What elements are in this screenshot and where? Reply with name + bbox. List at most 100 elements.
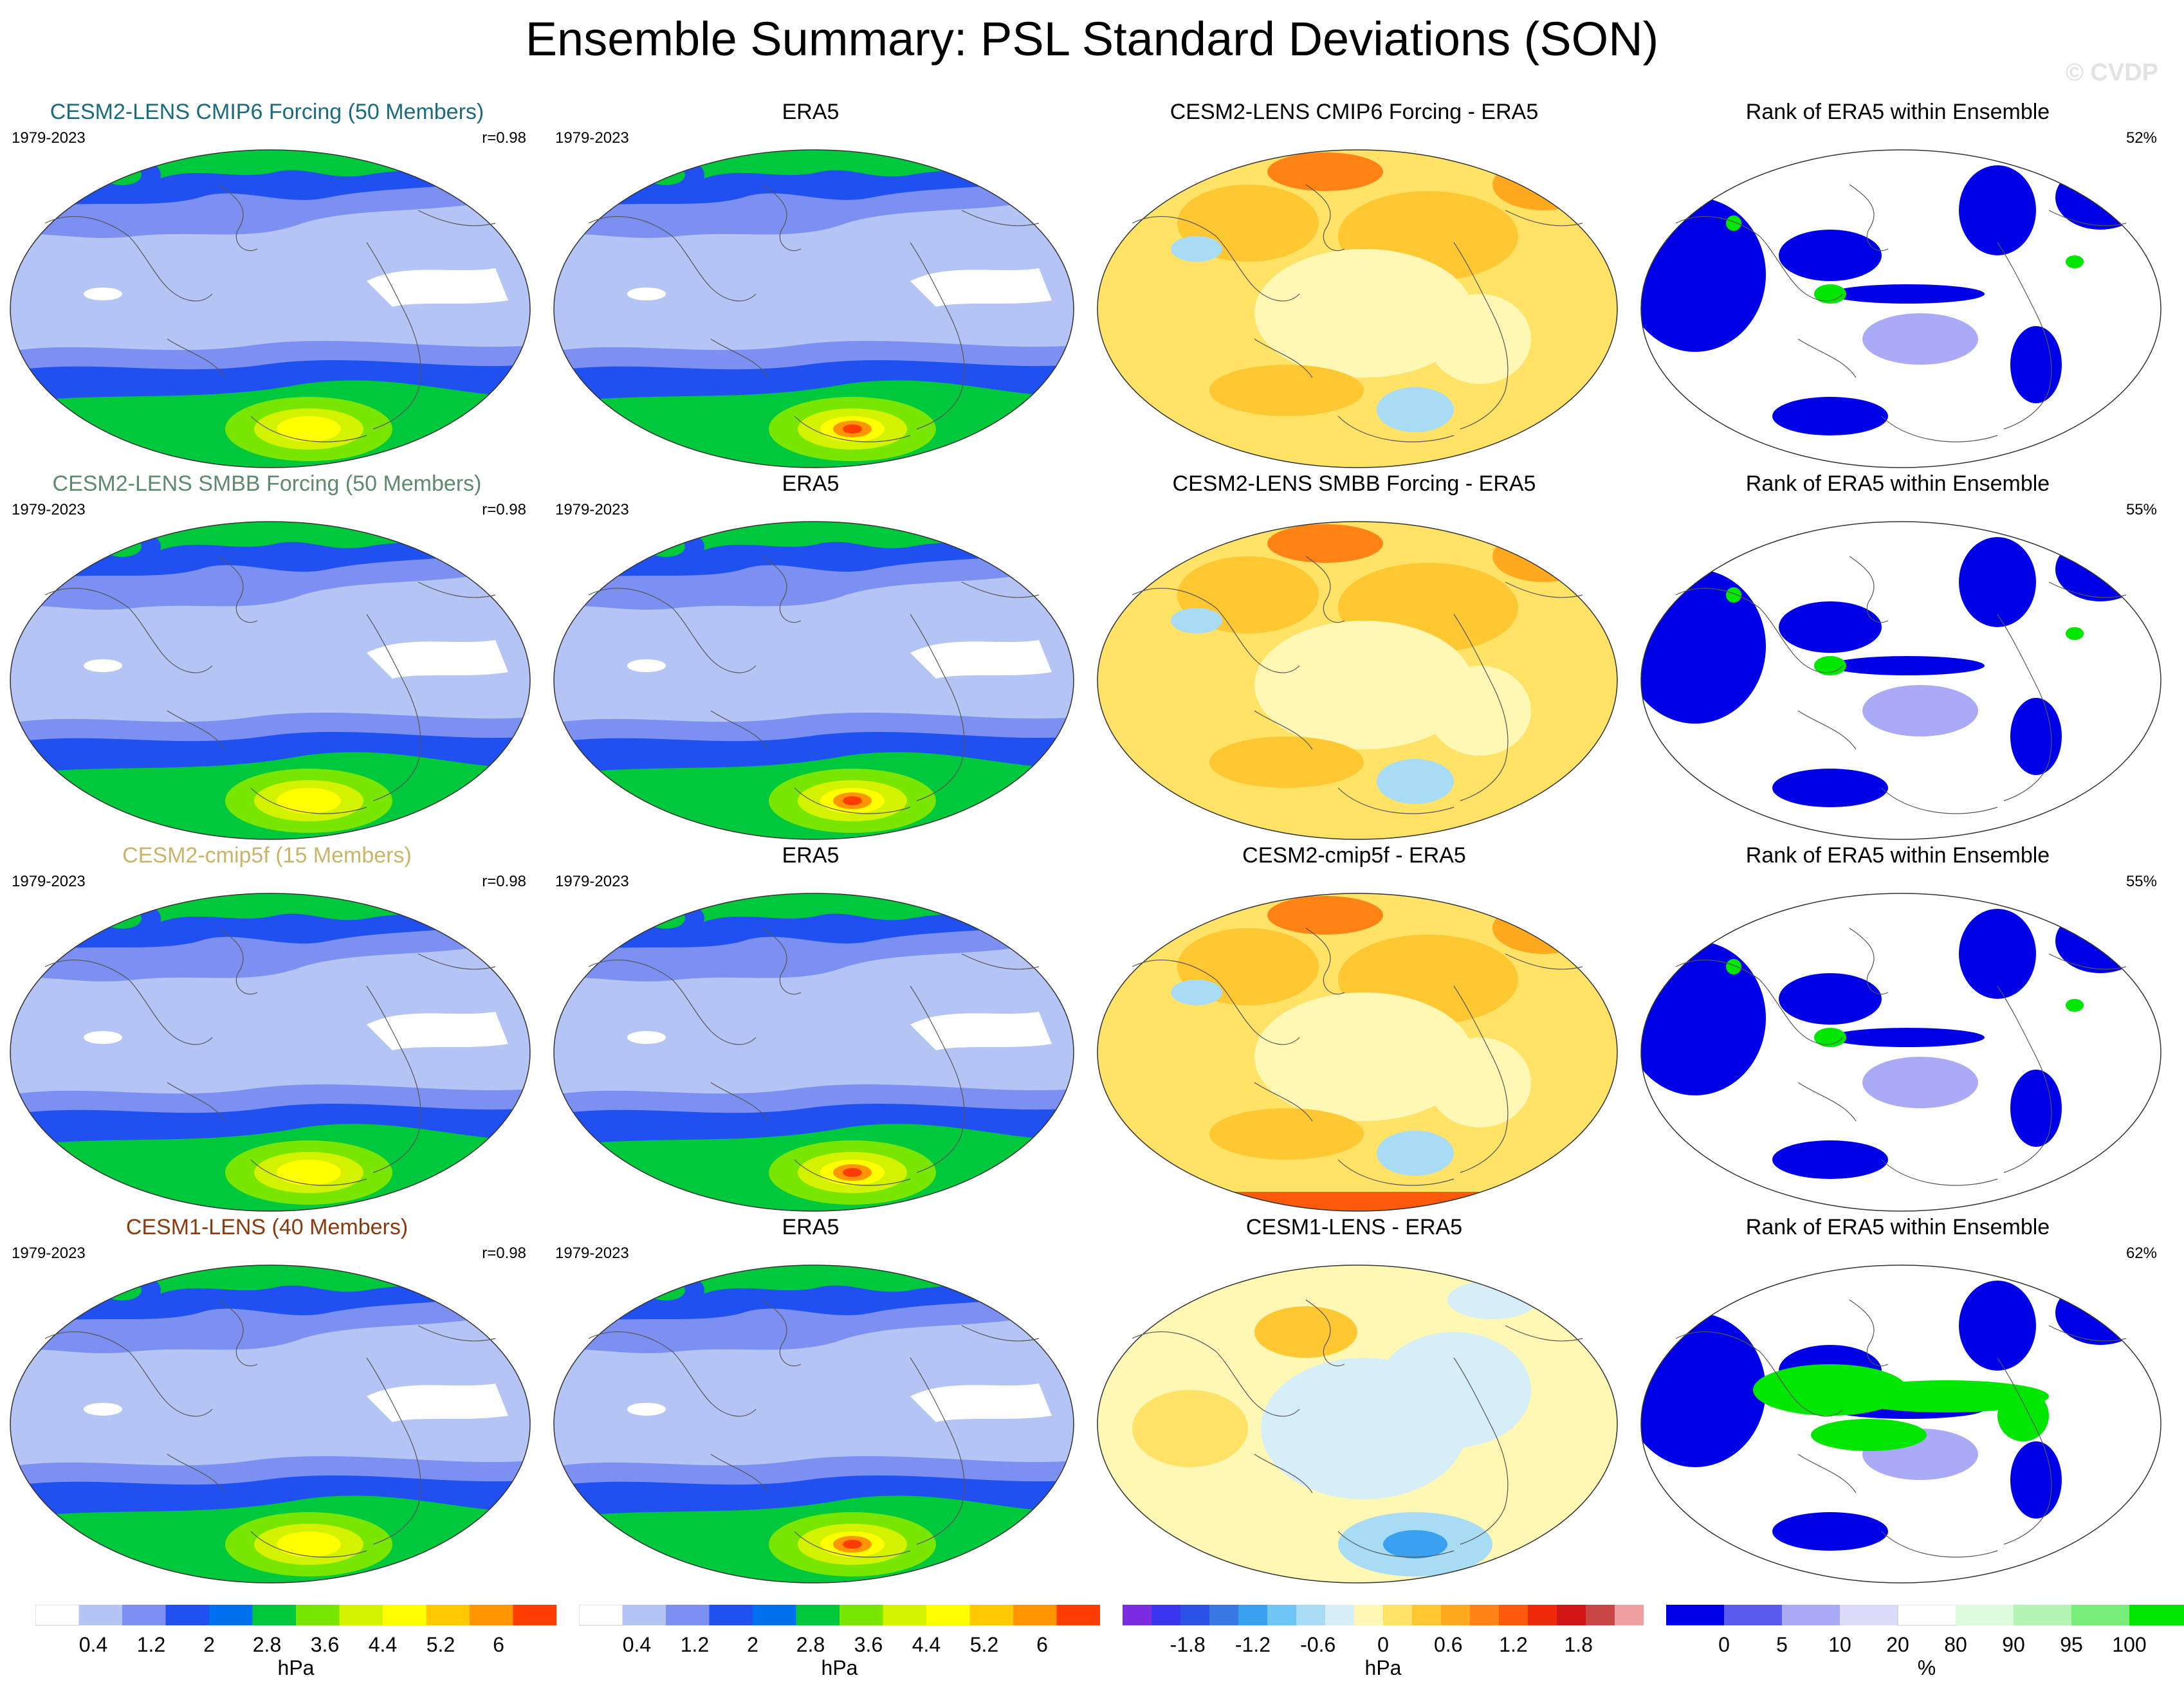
obs-map (550, 518, 1078, 843)
obs-map (550, 1261, 1078, 1587)
colorbar-swatch (796, 1605, 840, 1625)
panel-title: ERA5 (782, 1215, 840, 1239)
period-label: 1979-2023 (555, 873, 629, 890)
panel-model-row3: CESM2-cmip5f (15 Members) 1979-2023 r=0.98 (0, 843, 534, 1215)
colorbar-swatch (1180, 1605, 1210, 1625)
model-map (6, 1261, 534, 1587)
pattern-correlation-label: r=0.98 (482, 501, 526, 518)
colorbar-unit: hPa (277, 1656, 315, 1679)
panel-obs-row2: ERA5 1979-2023 (544, 471, 1078, 843)
colorbar-tick-label: 1.2 (1499, 1633, 1528, 1656)
panel-title: Rank of ERA5 within Ensemble (1745, 1215, 2050, 1239)
watermark: © CVDP (2065, 59, 2158, 86)
pattern-correlation-label: r=0.98 (482, 129, 526, 147)
colorbar-swatch (969, 1605, 1014, 1625)
colorbar-swatch (122, 1605, 166, 1625)
colorbar-tick-label: 6 (493, 1633, 504, 1656)
colorbar-swatch (840, 1605, 883, 1625)
panel-diff-row1: CESM2-LENS CMIP6 Forcing - ERA5 (1087, 100, 1621, 471)
colorbar-swatch (1499, 1605, 1528, 1625)
colorbar-swatch (2129, 1605, 2184, 1625)
colorbar-swatch (1013, 1605, 1057, 1625)
panel-title: CESM2-LENS CMIP6 Forcing - ERA5 (1170, 100, 1539, 124)
model-map (6, 518, 534, 843)
colorbar-tick-label: 10 (1828, 1633, 1851, 1656)
colorbar-tick-label: 4.4 (368, 1633, 398, 1656)
colorbar-unit: hPa (821, 1656, 858, 1679)
diff-map (1094, 146, 1621, 471)
panel-title: ERA5 (782, 471, 840, 496)
panel-rank-row3: Rank of ERA5 within Ensemble 55% (1631, 843, 2165, 1215)
colorbar-swatch (1209, 1605, 1239, 1625)
rank-percent-label: 52% (2125, 129, 2157, 147)
colorbar-tick-label: 100 (2112, 1633, 2147, 1656)
panel-title: CESM2-LENS SMBB Forcing - ERA5 (1172, 471, 1536, 496)
colorbar-tick-label: 0 (1377, 1633, 1389, 1656)
panel-title: ERA5 (782, 100, 840, 124)
colorbar-tick-label: 0.4 (78, 1633, 108, 1656)
diff-map (1094, 518, 1621, 843)
figure-title: Ensemble Summary: PSL Standard Deviation… (525, 12, 1659, 66)
colorbar-swatch (339, 1605, 383, 1625)
model-map (6, 146, 534, 471)
colorbar-tick-label: 0.6 (1434, 1633, 1463, 1656)
period-label: 1979-2023 (555, 1245, 629, 1262)
pattern-correlation-label: r=0.98 (482, 873, 526, 890)
colorbar-swatch (2071, 1605, 2130, 1625)
panel-rank-row4: Rank of ERA5 within Ensemble 62% (1631, 1215, 2165, 1587)
colorbar-swatch (622, 1605, 666, 1625)
colorbar-swatch (78, 1605, 123, 1625)
panel-obs-row3: ERA5 1979-2023 (544, 843, 1078, 1215)
colorbar-unit: % (1917, 1656, 1936, 1679)
colorbar-swatch (1528, 1605, 1557, 1625)
diff-map (1094, 1261, 1621, 1587)
panel-model-row1: CESM2-LENS CMIP6 Forcing (50 Members) 197… (0, 100, 534, 471)
colorbar-swatch (709, 1605, 753, 1625)
panel-title: Rank of ERA5 within Ensemble (1745, 471, 2050, 496)
colorbar-swatch (666, 1605, 710, 1625)
rank-map (1637, 890, 2165, 1215)
colorbar-swatch (1557, 1605, 1586, 1625)
panel-rank-row1: Rank of ERA5 within Ensemble 52% (1631, 100, 2165, 471)
colorbar-swatch (579, 1605, 623, 1626)
colorbar-swatch (1724, 1605, 1783, 1625)
diff-map (1094, 890, 1621, 1215)
colorbar-swatch (2014, 1605, 2072, 1625)
panel-diff-row4: CESM1-LENS - ERA5 (1087, 1215, 1621, 1587)
panel-diff-row3: CESM2-cmip5f - ERA5 (1087, 843, 1621, 1215)
colorbar-swatch (1354, 1605, 1384, 1625)
panel-title: CESM2-cmip5f (15 Members) (122, 843, 412, 868)
colorbar-swatch (1123, 1605, 1152, 1625)
colorbar-swatch (470, 1605, 513, 1625)
colorbar-tick-label: 0 (1718, 1633, 1730, 1656)
colorbar-swatch (1325, 1605, 1355, 1625)
colorbar-swatch (1296, 1605, 1326, 1625)
colorbar-swatch (296, 1605, 340, 1625)
period-label: 1979-2023 (12, 873, 86, 890)
panel-title: CESM2-LENS SMBB Forcing (50 Members) (52, 471, 482, 496)
rank-map (1637, 518, 2165, 843)
panel-obs-row1: ERA5 1979-2023 (544, 100, 1078, 471)
rank-percent-label: 62% (2125, 1245, 2157, 1262)
rank-percent-label: 55% (2125, 873, 2157, 890)
colorbar-swatch (1897, 1605, 1956, 1626)
colorbar-tick-label: 6 (1036, 1633, 1048, 1656)
colorbar-swatch (35, 1605, 80, 1626)
colorbar-unit: hPa (1364, 1656, 1402, 1679)
colorbar-swatch (252, 1605, 297, 1625)
colorbar-swatch (1470, 1605, 1500, 1625)
panel-model-row2: CESM2-LENS SMBB Forcing (50 Members) 1979… (0, 471, 534, 843)
colorbar-swatch (1586, 1605, 1615, 1625)
colorbar-swatch (1956, 1605, 2014, 1625)
colorbar-diff: -1.8 -1.2 -0.6 0 0.6 1.2 1.8 hPa (1123, 1605, 1644, 1679)
colorbar-swatch (165, 1605, 210, 1625)
colorbar-swatch (926, 1605, 970, 1625)
colorbar-swatch (209, 1605, 253, 1625)
colorbar-swatch (753, 1605, 796, 1625)
colorbar-swatch (513, 1605, 556, 1625)
model-map (6, 890, 534, 1215)
rank-percent-label: 55% (2125, 501, 2157, 518)
colorbar-tick-label: 3.6 (310, 1633, 340, 1656)
colorbar-tick-label: 4.4 (912, 1633, 941, 1656)
period-label: 1979-2023 (555, 501, 629, 518)
